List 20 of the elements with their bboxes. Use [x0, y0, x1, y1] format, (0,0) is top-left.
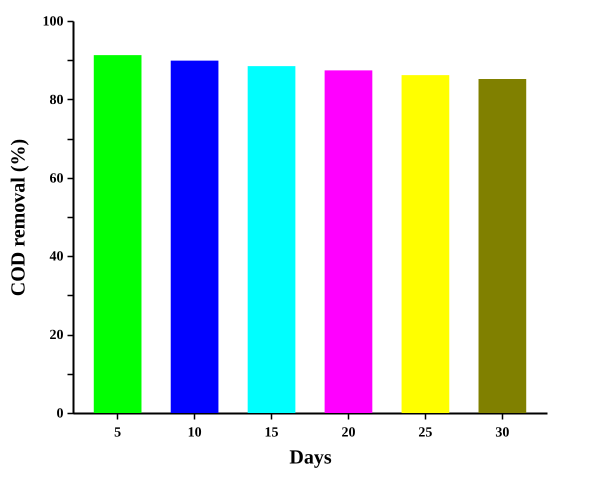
y-axis-title: COD removal (%) — [8, 138, 30, 296]
x-tick-label: 30 — [495, 426, 510, 440]
y-tick-label: 40 — [50, 250, 64, 265]
bar — [248, 66, 296, 413]
x-tick-label: 20 — [341, 426, 356, 440]
bar — [402, 75, 450, 413]
x-tick-label: 10 — [188, 426, 202, 440]
bar — [170, 60, 218, 413]
bar — [478, 79, 526, 413]
y-tick-label: 20 — [50, 328, 64, 344]
y-tick-label: 80 — [50, 92, 64, 108]
bar — [324, 70, 372, 413]
x-tick-label: 25 — [418, 426, 432, 440]
y-tick-label: 100 — [42, 14, 64, 30]
x-tick-label: 5 — [114, 426, 122, 440]
y-tick-label: 60 — [50, 171, 64, 186]
bar — [94, 55, 142, 413]
x-tick-label: 15 — [264, 426, 279, 440]
x-axis-title: Days — [289, 446, 332, 468]
y-tick-label: 0 — [56, 406, 64, 422]
